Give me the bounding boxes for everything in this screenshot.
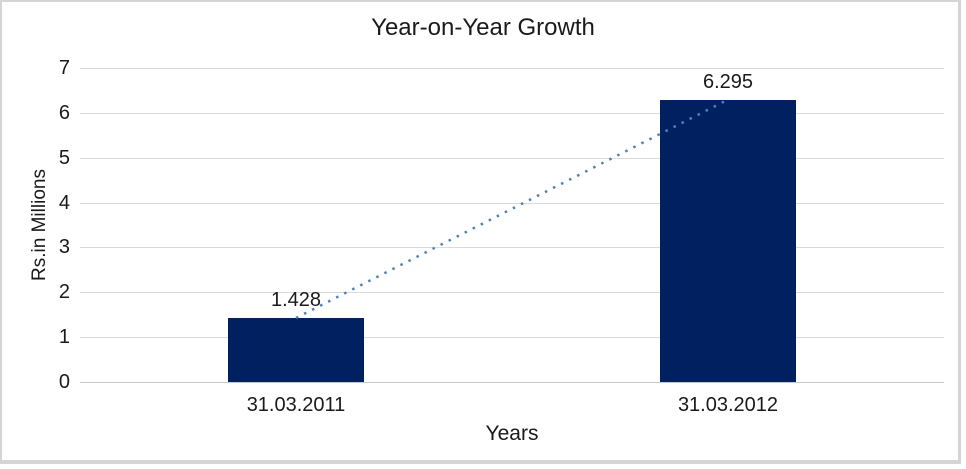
y-axis-title-text: Rs.in Millions: [29, 169, 50, 281]
gridline: [80, 68, 944, 69]
bar-data-label: 6.295: [702, 71, 754, 93]
y-tick-label: 7: [58, 57, 70, 79]
y-tick-label: 0: [58, 371, 70, 393]
gridline: [80, 203, 944, 204]
gridline: [80, 158, 944, 159]
x-tick-label: 31.03.2012: [677, 394, 779, 416]
y-tick-label: 2: [58, 281, 70, 303]
bar: [228, 318, 364, 382]
x-axis-title: Years: [485, 422, 539, 445]
gridline: [80, 247, 944, 248]
y-tick-label: 3: [58, 236, 70, 258]
bar: [660, 100, 796, 382]
bar-data-label: 1.428: [270, 289, 322, 311]
gridline: [80, 337, 944, 338]
x-tick-label: 31.03.2011: [246, 394, 346, 416]
y-tick-label: 5: [58, 147, 70, 169]
chart-title: Year-on-Year Growth: [371, 14, 595, 41]
y-tick-label: 4: [58, 192, 70, 214]
y-tick-label: 6: [58, 102, 70, 124]
y-tick-label: 1: [58, 326, 70, 348]
gridline: [80, 113, 944, 114]
x-axis-line: [80, 382, 944, 383]
gridline: [80, 292, 944, 293]
